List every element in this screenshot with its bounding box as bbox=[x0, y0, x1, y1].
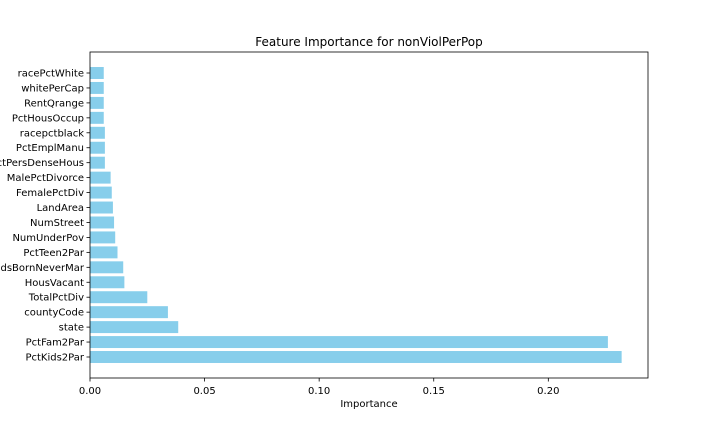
y-tick-label: countyCode bbox=[24, 308, 84, 319]
y-tick-label: PctTeen2Par bbox=[23, 248, 85, 259]
x-tick-label: 0.00 bbox=[79, 386, 101, 397]
y-tick-label: FemalePctDiv bbox=[16, 188, 84, 199]
y-tick-label: state bbox=[59, 323, 84, 334]
y-tick-label: PctKids2Par bbox=[25, 353, 84, 364]
y-tick-label: MalePctDivorce bbox=[7, 173, 84, 184]
bar-NumUnderPov bbox=[90, 231, 116, 244]
plot-frame bbox=[89, 51, 649, 379]
bar-MalePctDivorce bbox=[90, 171, 111, 184]
bar-PctKidsBornNeverMar bbox=[90, 261, 124, 274]
bar-countyCode bbox=[90, 306, 168, 319]
y-axis-ticks: PctKids2Par PctFam2Par state countyCode Tota… bbox=[0, 69, 90, 364]
x-tick-label: 0.20 bbox=[537, 386, 559, 397]
y-tick-label: PctKidsBornNeverMar bbox=[0, 263, 85, 274]
bar-FemalePctDiv bbox=[90, 186, 112, 199]
x-tick-label: 0.15 bbox=[423, 386, 445, 397]
bar-PctEmplManu bbox=[90, 141, 105, 154]
bar-whitePerCap bbox=[90, 81, 104, 94]
bar-state bbox=[90, 321, 179, 334]
bar-PctPersDenseHous bbox=[90, 156, 105, 169]
bar-LandArea bbox=[90, 201, 113, 214]
bar-racepctblack bbox=[90, 126, 105, 139]
bar-TotalPctDiv bbox=[90, 291, 148, 304]
y-tick-label: PctPersDenseHous bbox=[0, 158, 84, 169]
y-tick-label: PctFam2Par bbox=[26, 338, 85, 349]
bar-HousVacant bbox=[90, 276, 125, 289]
chart-title: Feature Importance for nonViolPerPop bbox=[255, 35, 482, 49]
bar-PctFam2Par bbox=[90, 336, 608, 349]
y-tick-label: HousVacant bbox=[25, 278, 84, 289]
x-axis-ticks: 0.00 0.05 0.10 0.15 0.20 bbox=[79, 378, 559, 397]
y-tick-label: LandArea bbox=[37, 203, 84, 214]
y-tick-label: racepctblack bbox=[20, 128, 84, 139]
y-tick-label: NumUnderPov bbox=[12, 233, 84, 244]
y-tick-label: racePctWhite bbox=[18, 69, 84, 80]
y-tick-label: whitePerCap bbox=[21, 83, 84, 94]
y-tick-label: RentQrange bbox=[24, 98, 84, 109]
bar-RentQrange bbox=[90, 96, 104, 109]
bar-PctHousOccup bbox=[90, 111, 104, 124]
y-tick-label: NumStreet bbox=[30, 218, 84, 229]
x-tick-label: 0.10 bbox=[308, 386, 330, 397]
bar-racePctWhite bbox=[90, 67, 104, 79]
y-tick-label: PctHousOccup bbox=[12, 113, 84, 124]
bar-PctKids2Par bbox=[90, 351, 622, 363]
y-tick-label: TotalPctDiv bbox=[28, 293, 84, 304]
bar-NumStreet bbox=[90, 216, 115, 229]
x-tick-label: 0.05 bbox=[193, 386, 215, 397]
y-tick-label: PctEmplManu bbox=[16, 143, 84, 154]
x-axis-label: Importance bbox=[340, 399, 397, 410]
bar-PctTeen2Par bbox=[90, 246, 118, 259]
bar-group bbox=[90, 67, 622, 363]
